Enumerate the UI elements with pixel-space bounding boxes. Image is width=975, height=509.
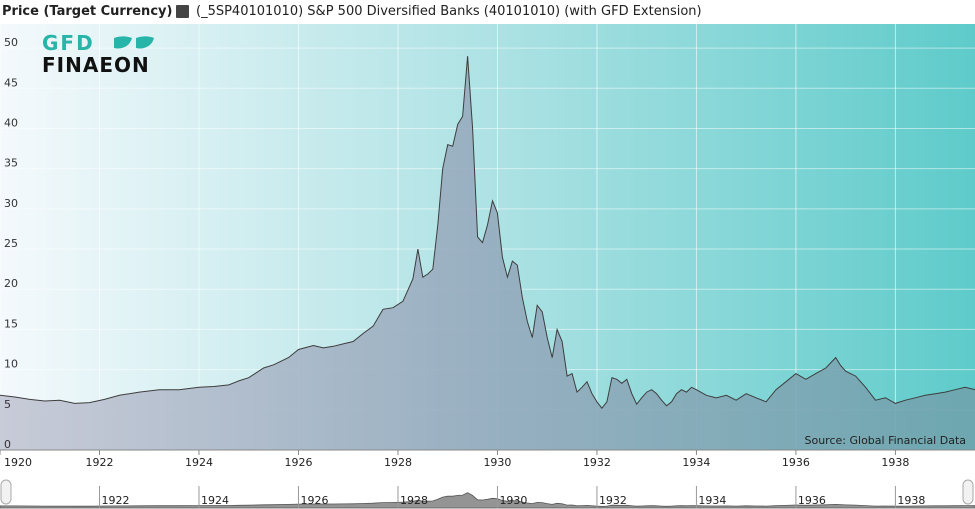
leaf-icon xyxy=(114,36,154,49)
x-tick-label: 1930 xyxy=(483,456,511,469)
y-tick-label: 25 xyxy=(4,237,18,250)
y-tick-label: 45 xyxy=(4,76,18,89)
x-tick-label: 1926 xyxy=(284,456,312,469)
y-tick-label: 0 xyxy=(4,438,11,451)
y-axis-title: Price (Target Currency) xyxy=(2,4,173,19)
y-tick-label: 35 xyxy=(4,157,18,170)
x-tick-label: 1932 xyxy=(583,456,611,469)
navigator-tick-label: 1938 xyxy=(897,494,925,507)
navigator-series xyxy=(0,492,975,509)
x-tick-label: 1920 xyxy=(4,456,32,469)
y-tick-label: 20 xyxy=(4,277,18,290)
navigator-ticks: 1922 1924 1926 1928 1930 1932 1934 1936 1938 xyxy=(98,486,925,508)
x-tick-label: 1934 xyxy=(682,456,710,469)
series-legend-label[interactable]: (_5SP40101010) S&P 500 Diversified Banks… xyxy=(196,4,702,19)
x-tick-label: 1924 xyxy=(185,456,213,469)
navigator-handle-right[interactable] xyxy=(962,479,974,505)
source-credit: Source: Global Financial Data xyxy=(805,434,967,447)
logo-text-gfd: GFD xyxy=(42,32,95,55)
y-tick-label: 30 xyxy=(4,197,18,210)
vertical-gridlines xyxy=(0,24,896,450)
y-axis-labels: 0 5 10 15 20 25 30 35 40 45 50 xyxy=(4,36,18,451)
gfd-finaeon-logo: GFD FINAEON xyxy=(42,32,154,77)
chart-legend: Price (Target Currency) (_5SP40101010) S… xyxy=(0,0,975,24)
x-tick-label: 1922 xyxy=(85,456,113,469)
navigator-tick-label: 1926 xyxy=(300,494,328,507)
navigator-handle-left[interactable] xyxy=(0,479,12,505)
x-axis-ticks: 1920 1922 1924 1926 1928 1930 1932 1934 1936 1938 xyxy=(0,450,909,469)
navigator-tick-label: 1922 xyxy=(101,494,129,507)
logo-text-finaeon: FINAEON xyxy=(42,53,150,77)
x-tick-label: 1928 xyxy=(384,456,412,469)
range-navigator[interactable]: 1922 1924 1926 1928 1930 1932 1934 1936 1938 xyxy=(0,472,975,509)
navigator-tick-label: 1928 xyxy=(400,494,428,507)
series-swatch[interactable] xyxy=(176,5,189,18)
y-tick-label: 50 xyxy=(4,36,18,49)
navigator-tick-label: 1932 xyxy=(599,494,627,507)
series-line xyxy=(0,56,975,410)
navigator-tick-label: 1930 xyxy=(499,494,527,507)
x-tick-label: 1936 xyxy=(782,456,810,469)
y-tick-label: 10 xyxy=(4,358,18,371)
series-area xyxy=(0,56,975,450)
y-tick-label: 15 xyxy=(4,317,18,330)
navigator-tick-label: 1936 xyxy=(798,494,826,507)
y-tick-label: 5 xyxy=(4,398,11,411)
navigator-tick-label: 1934 xyxy=(698,494,726,507)
y-tick-label: 40 xyxy=(4,116,18,129)
x-tick-label: 1938 xyxy=(881,456,909,469)
navigator-tick-label: 1924 xyxy=(201,494,229,507)
